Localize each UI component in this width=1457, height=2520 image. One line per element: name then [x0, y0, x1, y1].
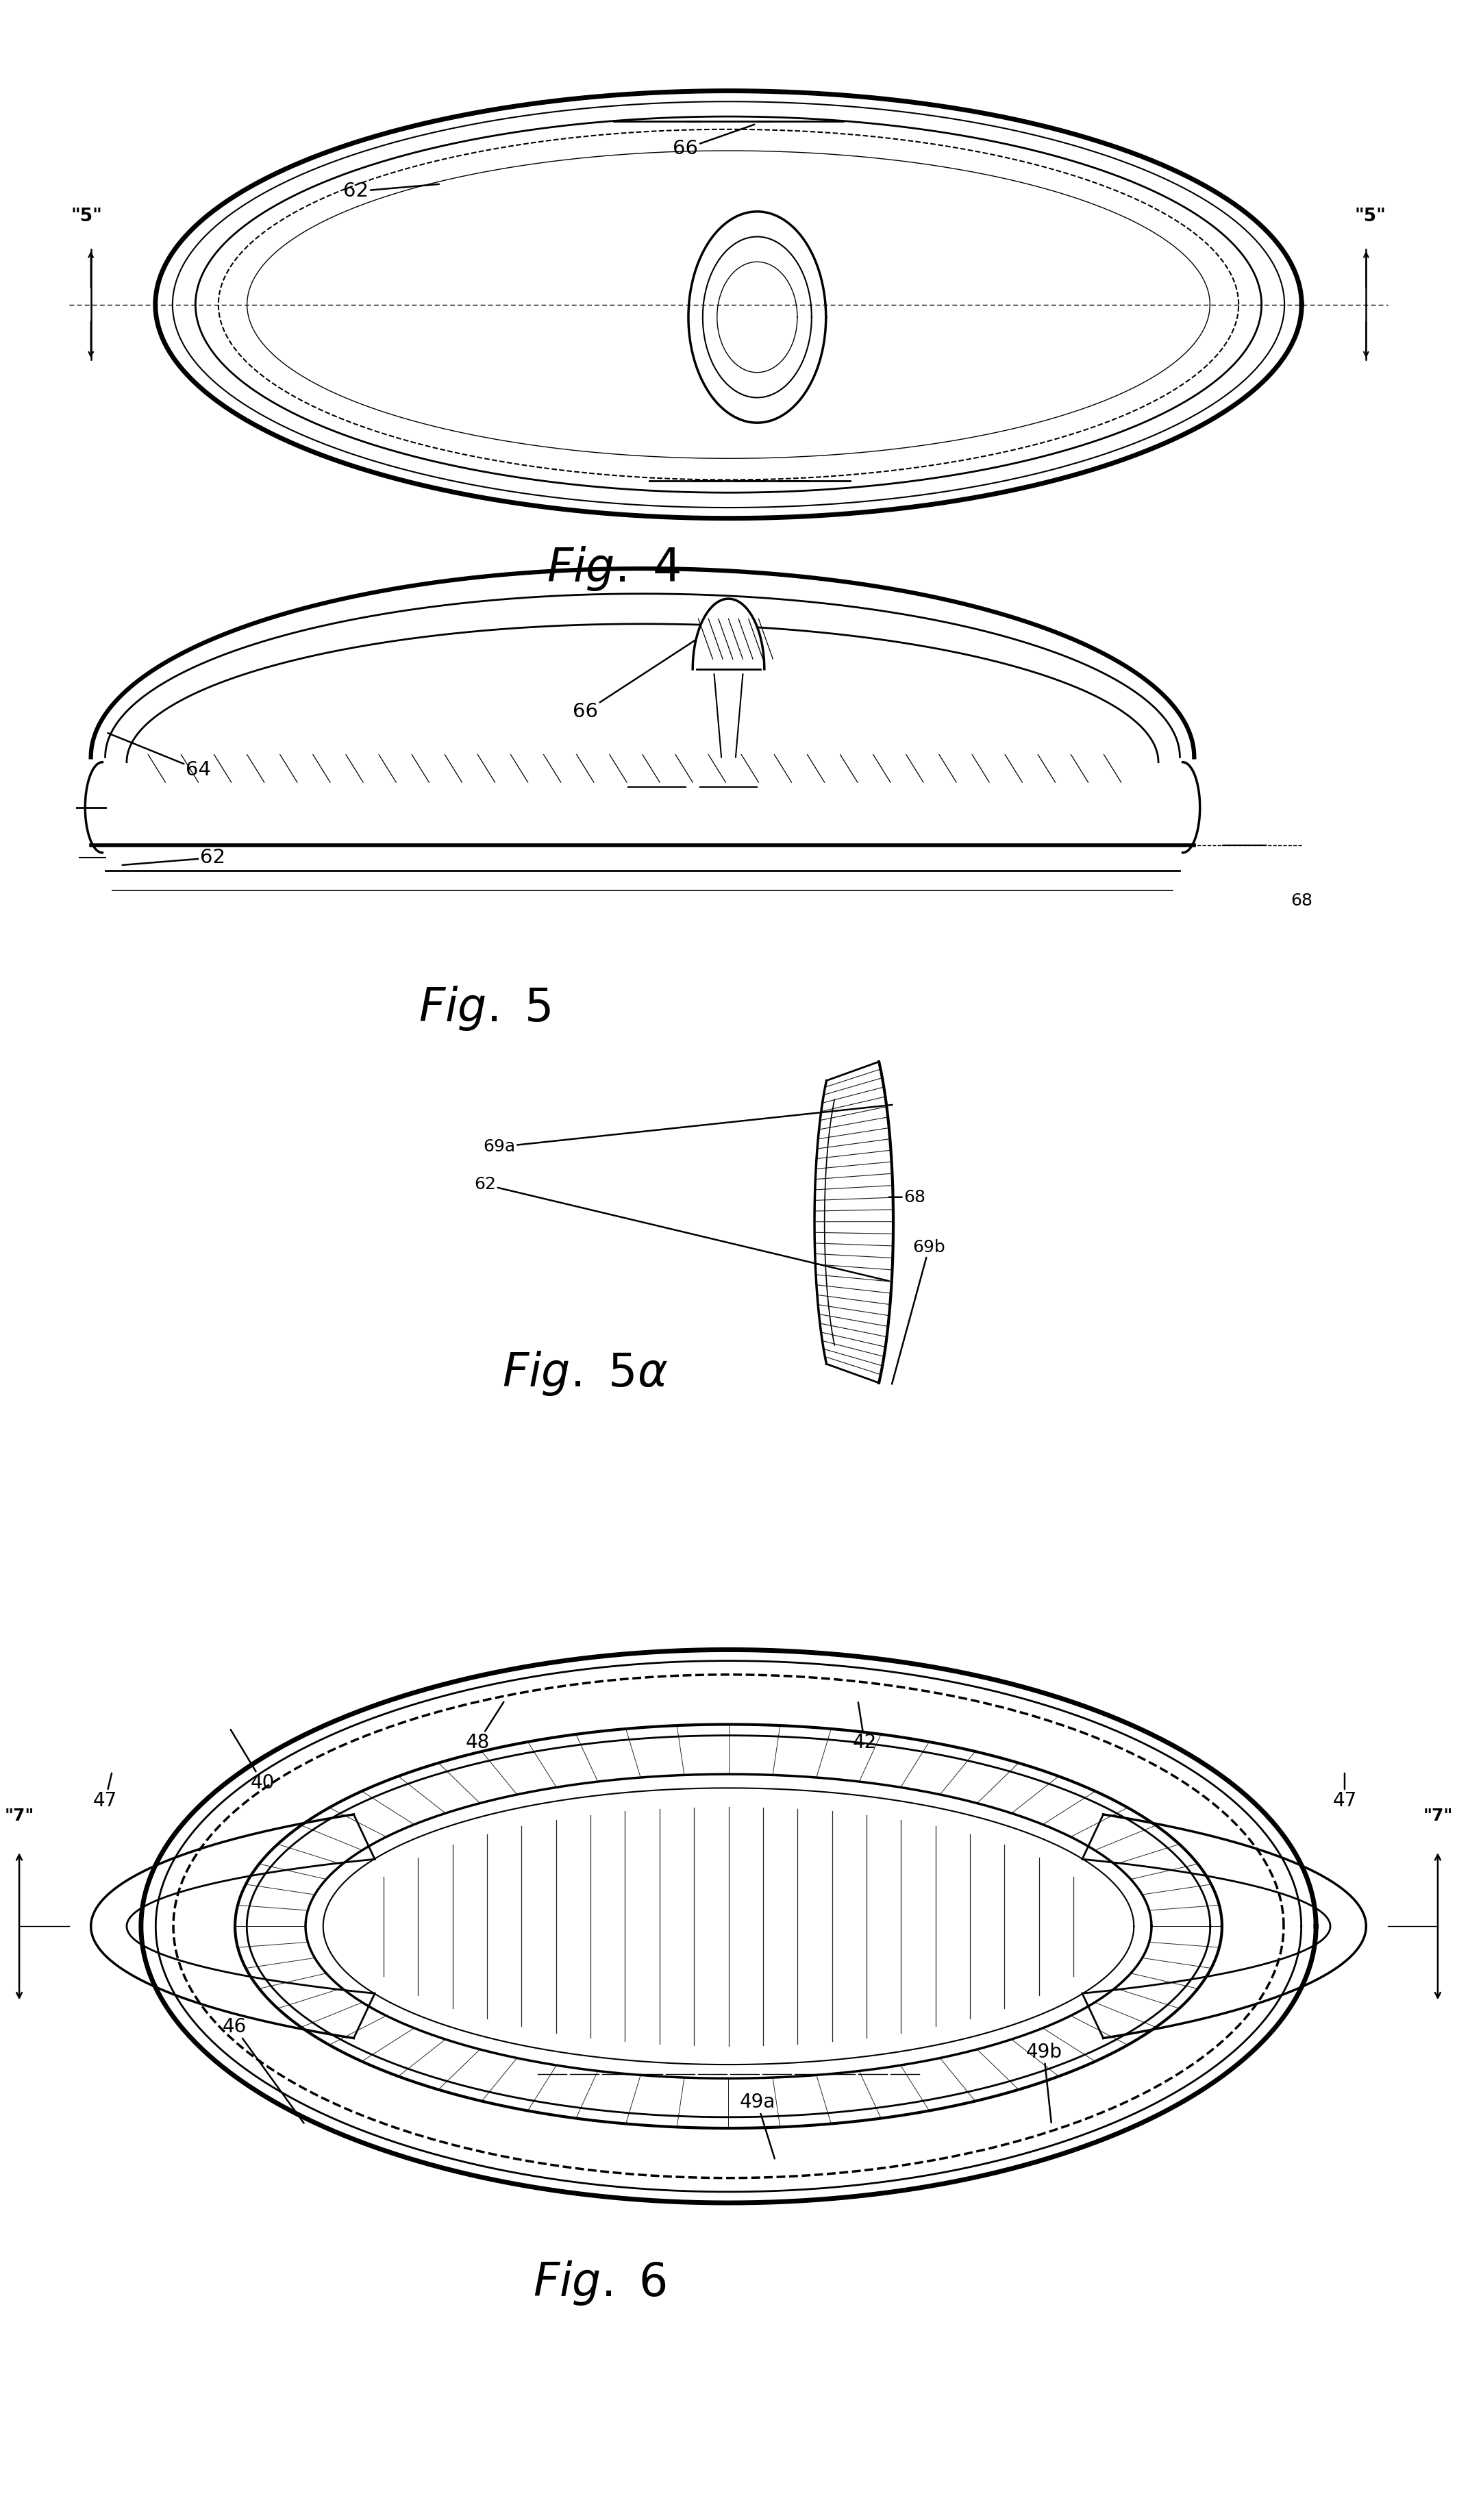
Text: 66: 66	[673, 123, 755, 159]
Text: 64: 64	[108, 733, 211, 779]
Text: 68: 68	[889, 1189, 925, 1205]
Text: 62: 62	[122, 849, 226, 867]
Text: "5": "5"	[1355, 207, 1386, 224]
Text: 69b: 69b	[892, 1240, 946, 1383]
Text: 47: 47	[93, 1774, 117, 1809]
Text: 66: 66	[573, 615, 733, 721]
Text: $\mathit{Fig.\ 5\alpha}$: $\mathit{Fig.\ 5\alpha}$	[503, 1348, 669, 1396]
Text: 47: 47	[1333, 1774, 1356, 1809]
Text: 42: 42	[852, 1704, 877, 1751]
Text: "7": "7"	[4, 1807, 34, 1824]
Text: $\mathit{Fig.\ 6}$: $\mathit{Fig.\ 6}$	[533, 2260, 666, 2308]
Text: 62: 62	[344, 181, 439, 202]
Text: 49b: 49b	[1026, 2041, 1062, 2122]
Text: 69a: 69a	[484, 1104, 892, 1154]
Text: 62: 62	[474, 1177, 889, 1280]
Text: 49a: 49a	[739, 2092, 775, 2160]
Text: $\mathit{Fig.\ 4}$: $\mathit{Fig.\ 4}$	[546, 544, 680, 592]
Text: 68: 68	[1291, 892, 1313, 910]
Text: $\mathit{Fig.\ 5}$: $\mathit{Fig.\ 5}$	[418, 985, 551, 1033]
Text: 48: 48	[466, 1701, 504, 1751]
Text: "5": "5"	[71, 207, 102, 224]
Text: 46: 46	[221, 2019, 305, 2124]
Text: "7": "7"	[1423, 1807, 1453, 1824]
Text: 40: 40	[230, 1729, 275, 1792]
Polygon shape	[692, 600, 765, 670]
